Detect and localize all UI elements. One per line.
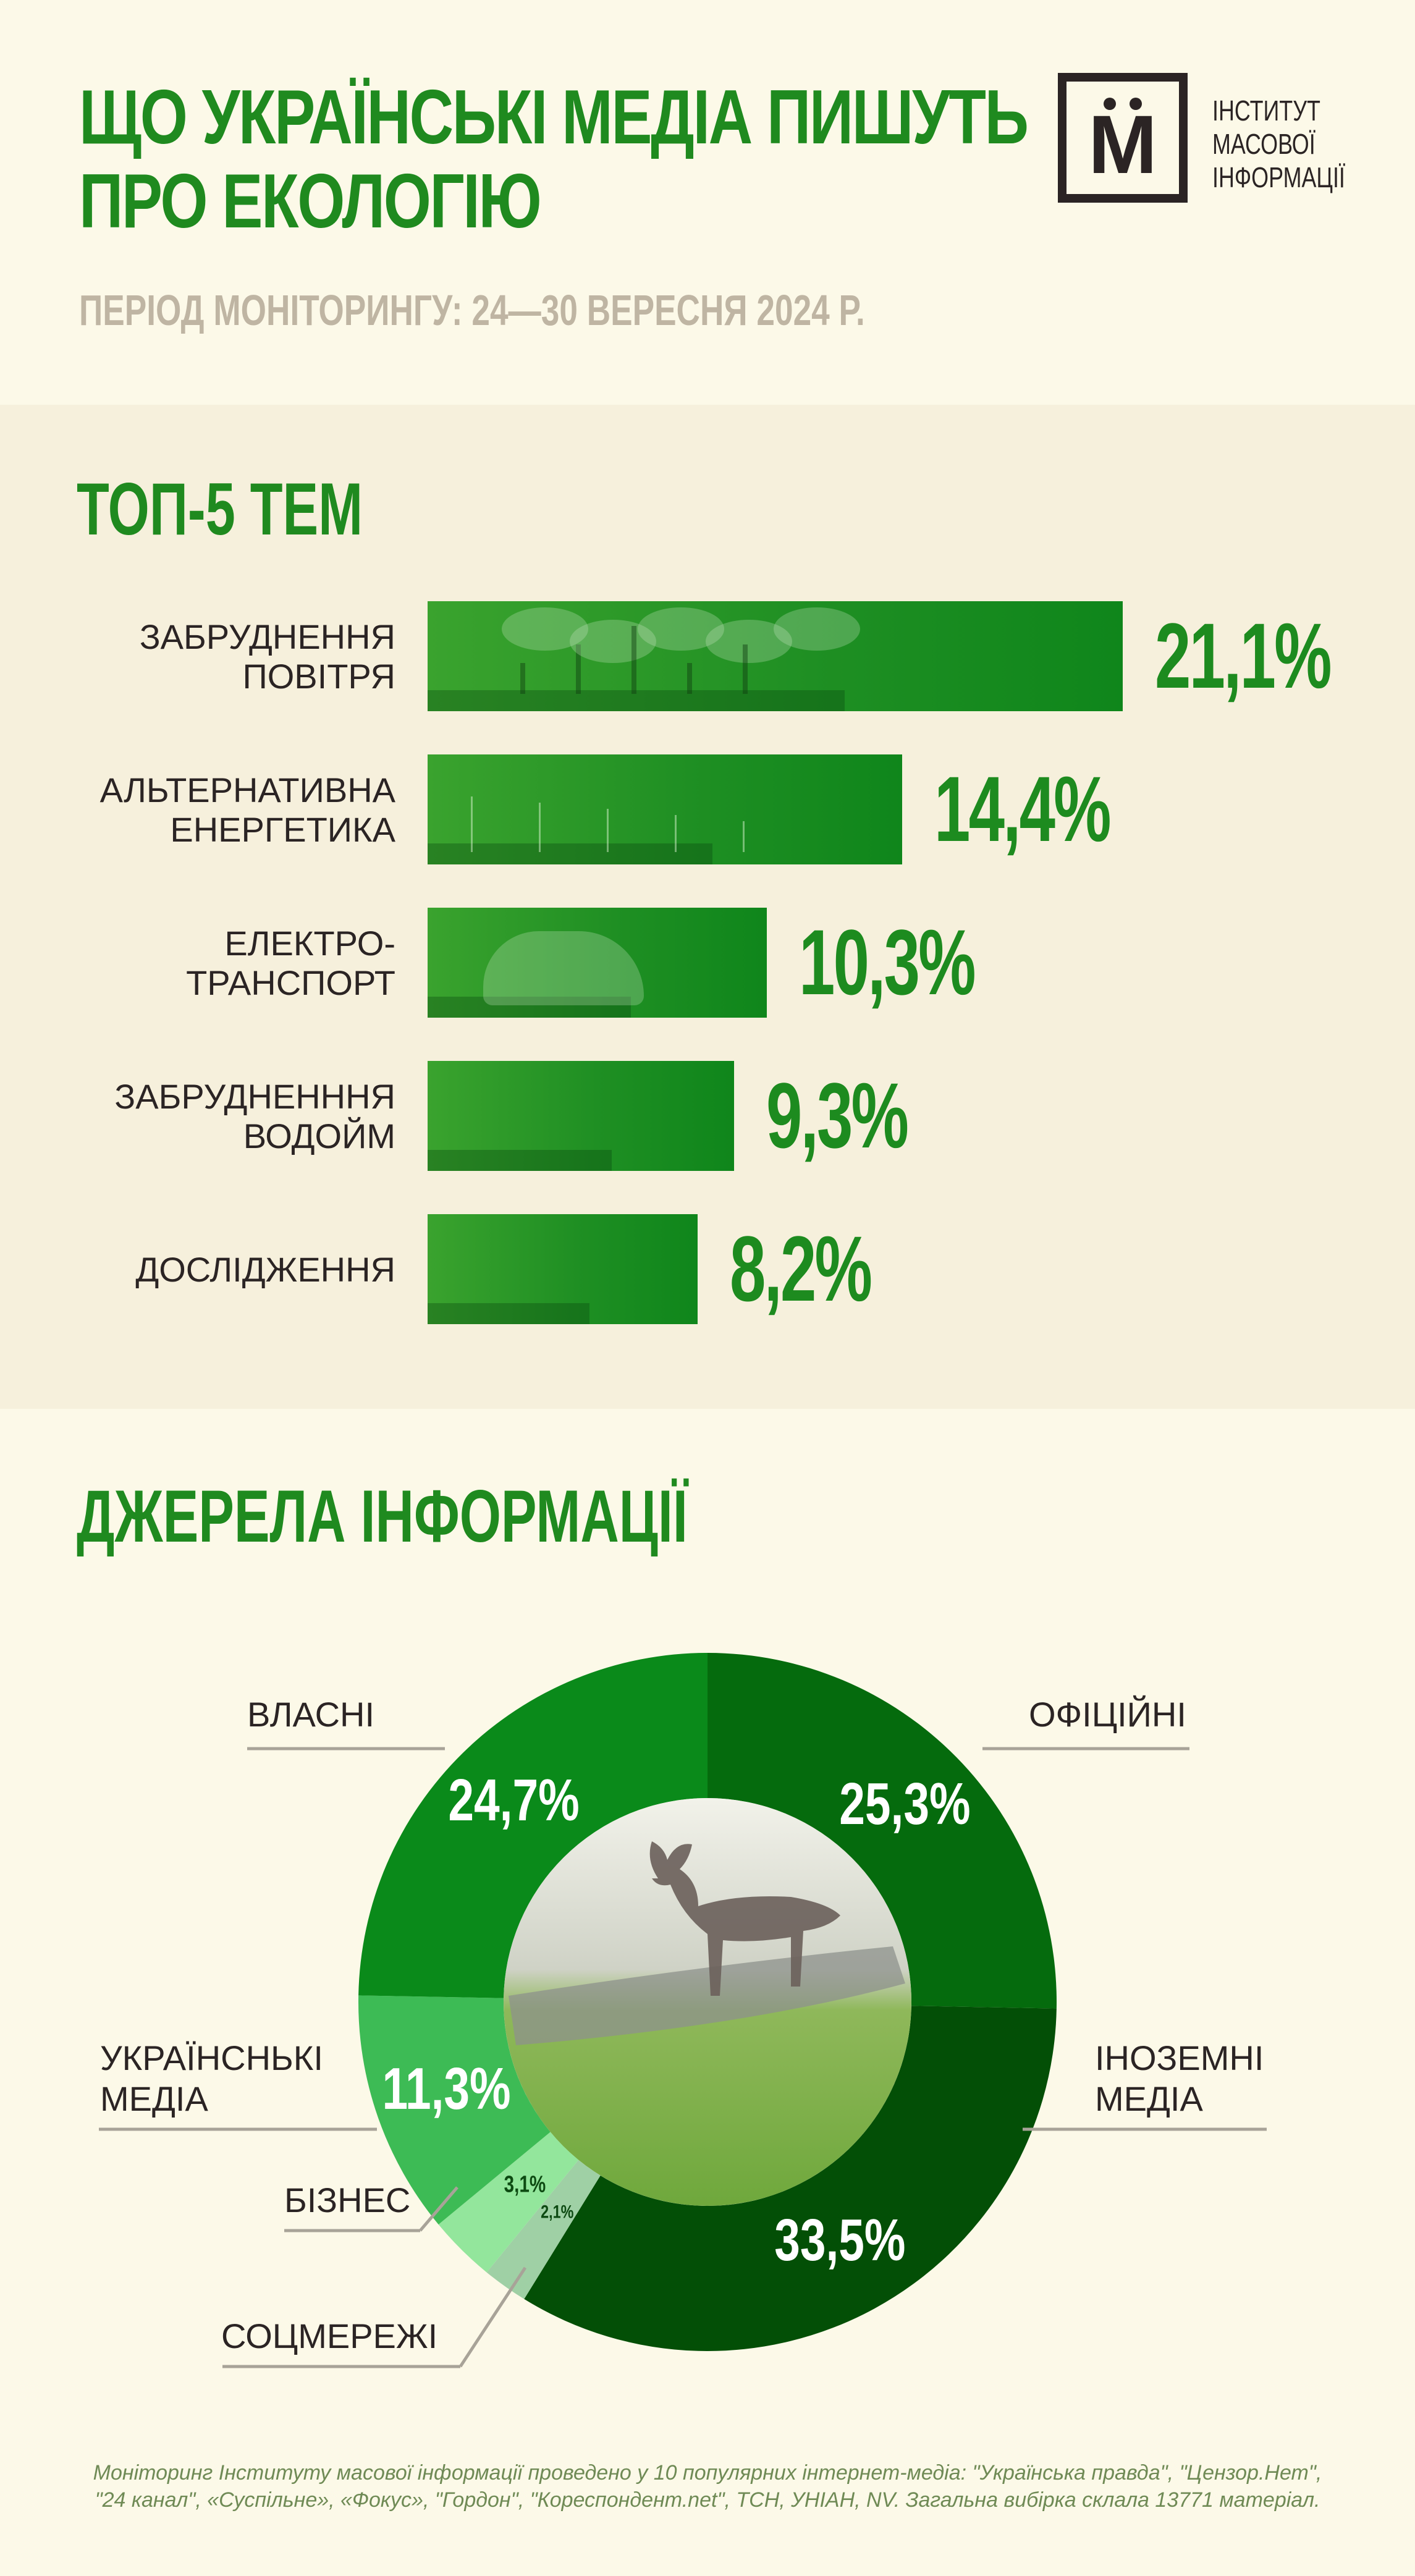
donut-slice-label: БІЗНЕС xyxy=(284,2180,410,2221)
logo-text: ІНСТИТУТ МАСОВОЇ ІНФОРМАЦІЇ xyxy=(1212,94,1345,194)
sources-title: ДЖЕРЕЛА ІНФОРМАЦІЇ xyxy=(77,1475,688,1558)
footnote: Моніторинг Інституту масової інформації … xyxy=(43,2459,1372,2514)
bar-value-label: 9,3% xyxy=(766,1063,909,1167)
donut-slice xyxy=(358,1653,708,1998)
donut-value-label: 33,5% xyxy=(774,2207,905,2273)
donut-value-label: 24,7% xyxy=(448,1767,579,1833)
footnote-line-1: Моніторинг Інституту масової інформації … xyxy=(93,2461,1322,2485)
bar xyxy=(428,908,767,1018)
donut-slice-label-line: СОЦМЕРЕЖІ xyxy=(221,2316,438,2355)
bar xyxy=(428,754,902,864)
bar-row: ЗАБРУДНЕННЯ ПОВІТРЯ 21,1% xyxy=(0,601,1415,712)
header: ЩО УКРАЇНСЬКІ МЕДІА ПИШУТЬ ПРО ЕКОЛОГІЮ … xyxy=(0,0,1415,405)
donut-slice-label: ІНОЗЕМНІ МЕДІА xyxy=(1095,2038,1264,2119)
logo-dots xyxy=(1095,98,1151,111)
donut-slice-label-line: ОФІЦІЙНІ xyxy=(1029,1695,1186,1734)
bar-row: ЗАБРУДНЕНННЯ ВОДОЙМ 9,3% xyxy=(0,1061,1415,1172)
donut-value-label: 11,3% xyxy=(382,2056,510,2122)
donut-slice-label: СОЦМЕРЕЖІ xyxy=(221,2316,437,2357)
donut-slice xyxy=(708,1653,1057,2009)
bar-category-label-line: ЗАБРУДНЕНННЯ xyxy=(114,1077,395,1116)
logo-text-line-1: ІНСТИТУТ xyxy=(1212,95,1320,127)
bar-category-label: ЗАБРУДНЕНННЯ ВОДОЙМ xyxy=(25,1077,395,1156)
bar xyxy=(428,601,1123,711)
logo-letter: М xyxy=(1088,99,1157,191)
bar-category-label-line: ЕНЕРГЕТИКА xyxy=(170,810,395,849)
sources-donut-chart: 25,3% 33,5% 2,1% 3,1% 11,3% 24,7% xyxy=(99,1653,1267,2368)
donut-value-label: 25,3% xyxy=(839,1771,970,1837)
logo-box: М xyxy=(1058,73,1188,203)
monitoring-period: ПЕРІОД МОНІТОРИНГУ: 24—30 ВЕРЕСНЯ 2024 Р… xyxy=(79,286,865,334)
top-topics-title: ТОП-5 ТЕМ xyxy=(77,468,363,551)
page-title: ЩО УКРАЇНСЬКІ МЕДІА ПИШУТЬ ПРО ЕКОЛОГІЮ xyxy=(79,75,1029,244)
donut-slice-label-line: ІНОЗЕМНІ xyxy=(1095,2038,1264,2077)
moose-icon xyxy=(649,1841,840,1996)
top-topics-section: ТОП-5 ТЕМ ЗАБРУДНЕННЯ ПОВІТРЯ 21,1% АЛЬТЕРН… xyxy=(0,405,1415,1409)
donut-slice xyxy=(486,2160,601,2299)
page-title-line-1: ЩО УКРАЇНСЬКІ МЕДІА ПИШУТЬ xyxy=(79,75,1029,160)
bar-value-label: 10,3% xyxy=(799,910,976,1014)
bar-category-label: ЕЛЕКТРО- ТРАНСПОРТ xyxy=(25,924,395,1003)
logo-text-line-2: МАСОВОЇ xyxy=(1212,128,1316,160)
donut-slice-label-line: ВЛАСНІ xyxy=(247,1695,375,1734)
page-title-line-2: ПРО ЕКОЛОГІЮ xyxy=(79,159,542,244)
bar-category-label: АЛЬТЕРНАТИВНА ЕНЕРГЕТИКА xyxy=(25,771,395,850)
bar-value-label: 8,2% xyxy=(730,1217,872,1320)
bar-row: АЛЬТЕРНАТИВНА ЕНЕРГЕТИКА 14,4% xyxy=(0,754,1415,866)
donut-slice-label: ОФІЦІЙНІ xyxy=(1029,1694,1186,1735)
bar-value-label: 14,4% xyxy=(934,757,1112,861)
bar-category-label: ДОСЛІДЖЕННЯ xyxy=(25,1250,395,1290)
donut-slice-label-line: МЕДІА xyxy=(1095,2079,1203,2118)
bar-category-label-line: ЗАБРУДНЕННЯ xyxy=(139,617,395,656)
bar-row: ДОСЛІДЖЕННЯ 8,2% xyxy=(0,1214,1415,1325)
donut-slice-label-line: УКРАЇНСНЬКІ xyxy=(100,2038,323,2077)
donut-slice-label-line: МЕДІА xyxy=(100,2079,208,2118)
bar-value-label: 21,1% xyxy=(1155,604,1332,707)
bar-category-label-line: ДОСЛІДЖЕННЯ xyxy=(135,1250,395,1289)
footnote-line-2: "24 канал", «Суспільне», «Фокус», "Гордо… xyxy=(95,2488,1320,2512)
donut-slice-label-line: БІЗНЕС xyxy=(284,2181,411,2219)
donut-slice xyxy=(438,2132,579,2273)
donut-slice xyxy=(524,2006,1057,2351)
donut-slice-label: ВЛАСНІ xyxy=(247,1694,374,1735)
callout-line xyxy=(419,2186,458,2232)
bar xyxy=(428,1061,734,1171)
logo-text-line-3: ІНФОРМАЦІЇ xyxy=(1212,161,1345,193)
center-water-shape xyxy=(509,1946,905,2045)
donut-value-label: 3,1% xyxy=(504,2171,546,2197)
callout-line xyxy=(458,2266,527,2368)
donut-slice-label: УКРАЇНСНЬКІ МЕДІА xyxy=(100,2038,323,2119)
bar-category-label-line: ВОДОЙМ xyxy=(243,1117,395,1155)
bar xyxy=(428,1214,698,1324)
donut-value-label: 2,1% xyxy=(541,2202,573,2222)
bar-category-label-line: ТРАНСПОРТ xyxy=(186,963,395,1002)
bar-row: ЕЛЕКТРО- ТРАНСПОРТ 10,3% xyxy=(0,908,1415,1019)
bar-category-label-line: ЕЛЕКТРО- xyxy=(224,924,395,963)
bar-category-label: ЗАБРУДНЕННЯ ПОВІТРЯ xyxy=(25,617,395,696)
donut-slice xyxy=(358,1995,551,2225)
bar-category-label-line: ПОВІТРЯ xyxy=(242,657,396,696)
bar-category-label-line: АЛЬТЕРНАТИВНА xyxy=(99,771,395,809)
